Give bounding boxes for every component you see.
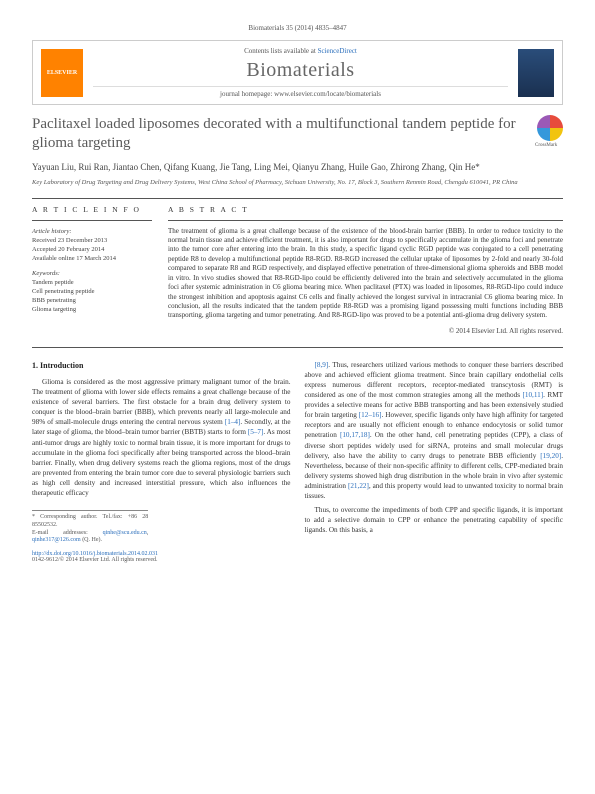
corresponding-footnote: * Corresponding author. Tel./fax: +86 28… — [32, 510, 148, 545]
intro-para-cont: [8,9]. Thus, researchers utilized variou… — [305, 360, 564, 501]
divider — [32, 347, 563, 348]
journal-header: ELSEVIER Contents lists available at Sci… — [32, 40, 563, 105]
ref-link[interactable]: [1–4] — [225, 418, 241, 426]
journal-name: Biomaterials — [93, 59, 508, 82]
homepage-url[interactable]: www.elsevier.com/locate/biomaterials — [274, 90, 381, 98]
info-abstract-row: A R T I C L E I N F O Article history: R… — [32, 205, 563, 335]
ref-link[interactable]: [8,9] — [315, 361, 329, 369]
article-title: Paclitaxel loaded liposomes decorated wi… — [32, 115, 529, 153]
authors-list: Yayuan Liu, Rui Ran, Jiantao Chen, Qifan… — [32, 161, 563, 174]
sciencedirect-link[interactable]: ScienceDirect — [318, 47, 357, 55]
title-row: Paclitaxel loaded liposomes decorated wi… — [32, 115, 563, 153]
article-info-heading: A R T I C L E I N F O — [32, 205, 152, 214]
section-1-heading: 1. Introduction — [32, 360, 291, 371]
crossmark-icon[interactable] — [537, 115, 563, 141]
homepage-line: journal homepage: www.elsevier.com/locat… — [93, 86, 508, 98]
ref-link[interactable]: [12–16] — [359, 411, 382, 419]
elsevier-logo: ELSEVIER — [41, 49, 83, 97]
ref-link[interactable]: [10,17,18] — [340, 431, 370, 439]
email-link[interactable]: qinhe@scu.edu.cn — [103, 530, 147, 536]
email-link[interactable]: qinhe317@126.com — [32, 537, 81, 543]
citation-text: Biomaterials 35 (2014) 4835–4847 — [248, 24, 346, 32]
article-history: Article history: Received 23 December 20… — [32, 227, 152, 263]
contents-line: Contents lists available at ScienceDirec… — [93, 47, 508, 55]
page-container: Biomaterials 35 (2014) 4835–4847 ELSEVIE… — [0, 0, 595, 587]
abstract-col: A B S T R A C T The treatment of glioma … — [168, 205, 563, 335]
keywords-block: Keywords: Tandem peptide Cell penetratin… — [32, 269, 152, 314]
ref-link[interactable]: [5–7] — [248, 428, 264, 436]
journal-cover-thumb — [518, 49, 554, 97]
ref-link[interactable]: [21,22] — [348, 482, 369, 490]
abstract-heading: A B S T R A C T — [168, 205, 563, 214]
affiliation: Key Laboratory of Drug Targeting and Dru… — [32, 179, 563, 187]
footer-bar: http://dx.doi.org/10.1016/j.biomaterials… — [32, 551, 563, 563]
copyright-line: © 2014 Elsevier Ltd. All rights reserved… — [168, 327, 563, 335]
header-center: Contents lists available at ScienceDirec… — [93, 47, 508, 98]
issn-line: 0142-9612/© 2014 Elsevier Ltd. All right… — [32, 557, 158, 563]
left-column: 1. Introduction Glioma is considered as … — [32, 360, 291, 545]
abstract-text: The treatment of glioma is a great chall… — [168, 227, 563, 321]
top-citation-bar: Biomaterials 35 (2014) 4835–4847 — [32, 24, 563, 32]
divider — [32, 198, 563, 199]
right-column: [8,9]. Thus, researchers utilized variou… — [305, 360, 564, 545]
ref-link[interactable]: [19,20] — [540, 452, 561, 460]
intro-para-2: Thus, to overcome the impediments of bot… — [305, 505, 564, 535]
article-info-col: A R T I C L E I N F O Article history: R… — [32, 205, 152, 335]
intro-para-1: Glioma is considered as the most aggress… — [32, 377, 291, 498]
ref-link[interactable]: [10,11] — [522, 391, 543, 399]
body-columns: 1. Introduction Glioma is considered as … — [32, 360, 563, 545]
